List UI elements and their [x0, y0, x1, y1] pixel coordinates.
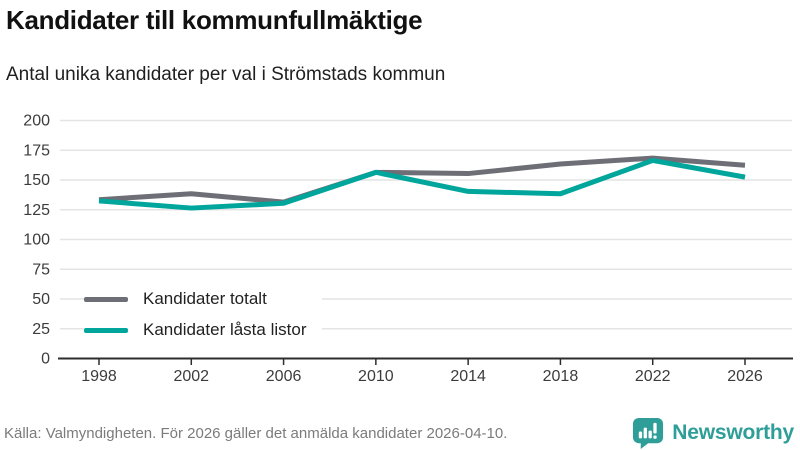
- chart-legend: Kandidater totalt Kandidater låsta listo…: [84, 284, 323, 345]
- x-tick-label: 2018: [543, 368, 579, 385]
- legend-label-locked-lists: Kandidater låsta listor: [143, 320, 307, 339]
- newsworthy-logo: Newsworthy: [632, 417, 794, 450]
- legend-swatch-locked-lists: [84, 327, 128, 333]
- y-tick-label: 125: [23, 202, 50, 219]
- series-line-total: [98, 155, 746, 205]
- y-tick-label: 200: [23, 113, 50, 130]
- legend-swatch-total: [84, 296, 128, 302]
- series-line-locked-lists: [98, 157, 746, 211]
- x-tick-label: 2006: [266, 368, 302, 385]
- x-tick-label: 2022: [635, 368, 671, 385]
- x-tick-label: 2026: [727, 368, 763, 385]
- chart-subtitle: Antal unika kandidater per val i Strömst…: [6, 64, 446, 85]
- legend-item-total: Kandidater totalt: [84, 284, 323, 314]
- x-tick-label: 2014: [450, 368, 486, 385]
- page-title: Kandidater till kommunfullmäktige: [6, 5, 423, 35]
- legend-label-total: Kandidater totalt: [143, 289, 267, 308]
- x-tick-label: 2010: [358, 368, 394, 385]
- y-tick-label: 150: [23, 172, 50, 189]
- x-tick-label: 2002: [173, 368, 209, 385]
- brand-name: Newsworthy: [672, 421, 794, 444]
- y-tick-label: 100: [23, 232, 50, 249]
- x-tick-label: 1998: [81, 368, 117, 385]
- y-tick-label: 175: [23, 142, 50, 159]
- y-tick-label: 50: [32, 291, 50, 308]
- newsworthy-bubble-chart-icon: [633, 417, 664, 449]
- y-tick-label: 75: [32, 261, 50, 278]
- y-tick-label: 25: [32, 321, 50, 338]
- y-tick-label: 0: [41, 351, 50, 368]
- source-note: Källa: Valmyndigheten. För 2026 gäller d…: [4, 424, 508, 442]
- chart-footer: Källa: Valmyndigheten. För 2026 gäller d…: [4, 417, 794, 449]
- legend-item-locked-lists: Kandidater låsta listor: [84, 315, 323, 345]
